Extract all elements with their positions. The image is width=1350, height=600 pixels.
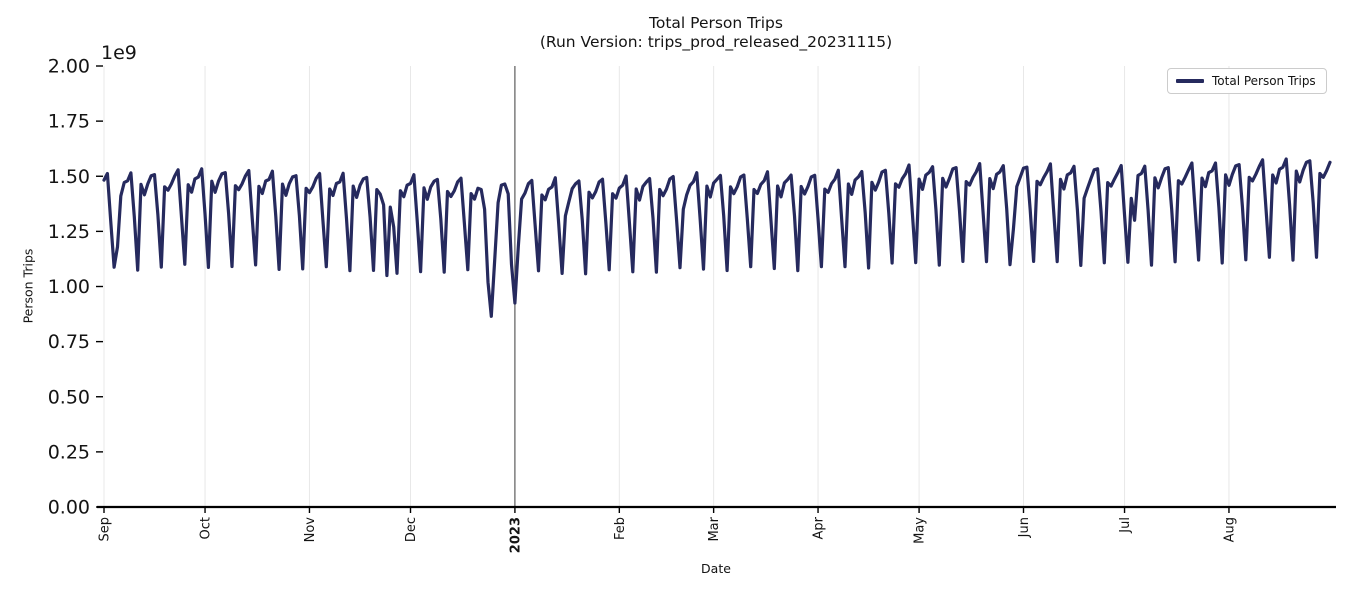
y-tick-label: 2.00 [48, 56, 90, 78]
chart-title: Total Person Trips [649, 14, 783, 32]
x-tick-label: Sep [98, 517, 113, 542]
y-tick-label: 1.00 [48, 276, 90, 298]
x-tick-label: Nov [303, 517, 318, 543]
x-tick-label: Aug [1222, 517, 1237, 542]
y-tick-label: 0.00 [48, 497, 90, 519]
x-tick-label: 2023 [508, 517, 523, 553]
y-tick-label: 0.50 [48, 386, 90, 408]
x-tick-label: Oct [199, 517, 214, 539]
x-axis-label: Date [701, 561, 731, 576]
y-axis-offset-label: 1e9 [101, 42, 137, 64]
y-tick-label: 1.75 [48, 111, 90, 133]
y-tick-label: 0.75 [48, 331, 90, 353]
y-tick-label: 1.25 [48, 221, 90, 243]
y-axis-label: Person Trips [20, 248, 36, 324]
legend-label: Total Person Trips [1212, 74, 1316, 88]
chart-subtitle: (Run Version: trips_prod_released_202311… [539, 33, 893, 51]
x-tick-label: May [913, 517, 928, 544]
x-tick-label: Feb [613, 517, 628, 540]
x-tick-label: Apr [812, 516, 827, 539]
x-tick-label: Dec [404, 517, 419, 542]
x-tick-label: Jul [1118, 517, 1133, 534]
legend-line-swatch [1176, 79, 1204, 83]
x-tick-label: Mar [707, 516, 722, 541]
legend: Total Person Trips [1167, 68, 1327, 94]
x-tick-label: Jun [1017, 517, 1032, 538]
y-tick-label: 0.25 [48, 441, 90, 463]
y-tick-label: 1.50 [48, 166, 90, 188]
trips-line-series [102, 157, 1332, 318]
